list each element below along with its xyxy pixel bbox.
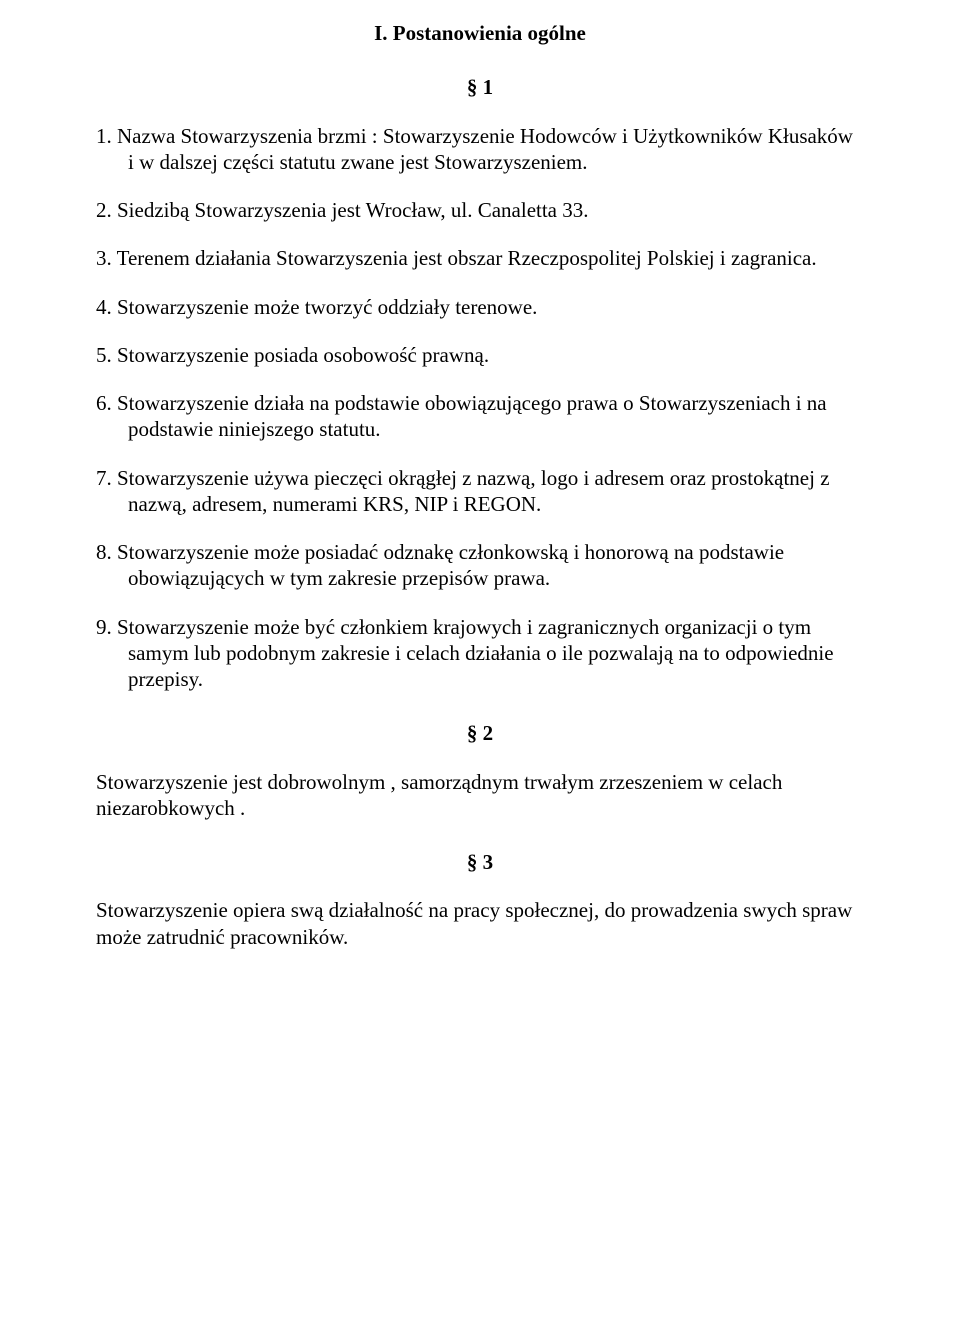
s1-item-5: 5. Stowarzyszenie posiada osobowość praw… [96, 342, 864, 368]
section-2-mark: § 2 [96, 720, 864, 746]
s3-text: Stowarzyszenie opiera swą działalność na… [96, 897, 864, 950]
section-1-mark: § 1 [96, 74, 864, 100]
section-3-mark: § 3 [96, 849, 864, 875]
s1-item-2: 2. Siedzibą Stowarzyszenia jest Wrocław,… [96, 197, 864, 223]
chapter-title: I. Postanowienia ogólne [96, 20, 864, 46]
s1-item-8: 8. Stowarzyszenie może posiadać odznakę … [96, 539, 864, 592]
s1-item-6: 6. Stowarzyszenie działa na podstawie ob… [96, 390, 864, 443]
page: I. Postanowienia ogólne § 1 1. Nazwa Sto… [0, 0, 960, 1324]
s1-item-7: 7. Stowarzyszenie używa pieczęci okrągłe… [96, 465, 864, 518]
s1-item-3: 3. Terenem działania Stowarzyszenia jest… [96, 245, 864, 271]
s1-item-4: 4. Stowarzyszenie może tworzyć oddziały … [96, 294, 864, 320]
s2-text: Stowarzyszenie jest dobrowolnym , samorz… [96, 769, 864, 822]
s1-item-1: 1. Nazwa Stowarzyszenia brzmi : Stowarzy… [96, 123, 864, 176]
s1-item-9: 9. Stowarzyszenie może być członkiem kra… [96, 614, 864, 693]
